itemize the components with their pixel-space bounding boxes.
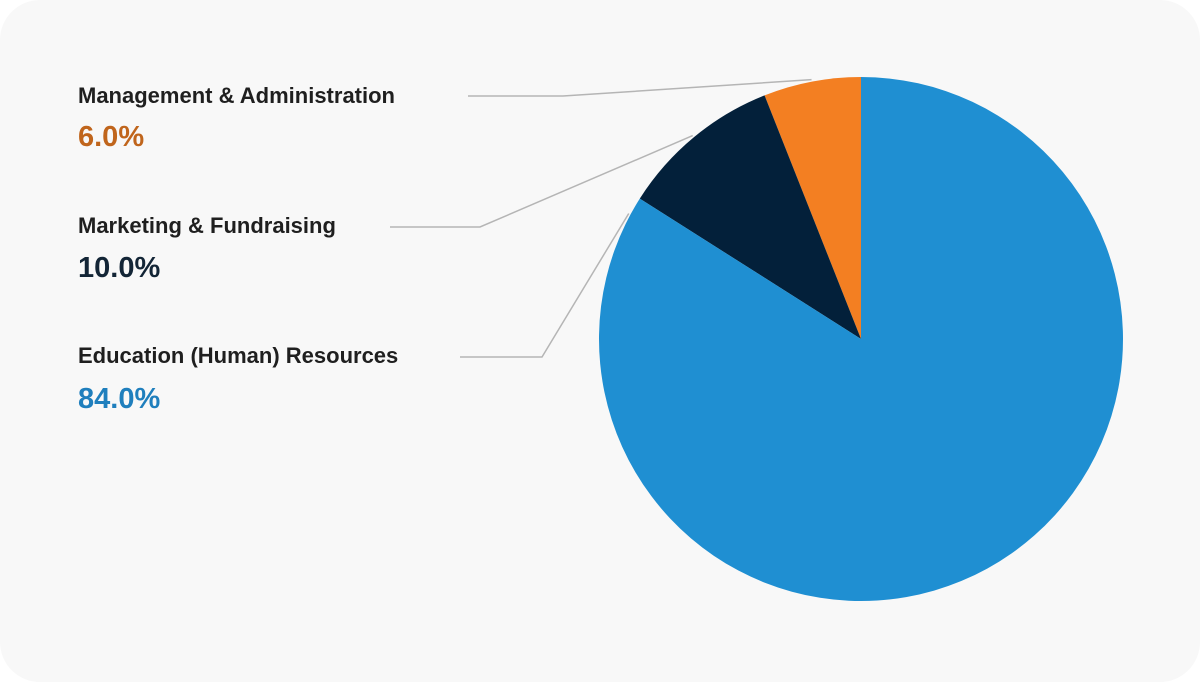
pie-slice: [639, 95, 861, 339]
pie-slice: [599, 77, 1124, 601]
legend-value-education: 84.0%: [78, 383, 161, 415]
pie-slice: [764, 77, 861, 339]
leader-line: [468, 78, 812, 97]
leader-lines: [390, 78, 812, 358]
leader-line: [460, 213, 630, 358]
legend-value-management: 6.0%: [78, 121, 145, 153]
pie-slices: [599, 77, 1124, 601]
legend-value-marketing: 10.0%: [78, 252, 161, 284]
legend-label-marketing: Marketing & Fundraising: [78, 213, 336, 238]
legend-label-management: Management & Administration: [78, 83, 395, 108]
legend-label-education: Education (Human) Resources: [78, 343, 399, 368]
leader-line: [390, 134, 694, 228]
